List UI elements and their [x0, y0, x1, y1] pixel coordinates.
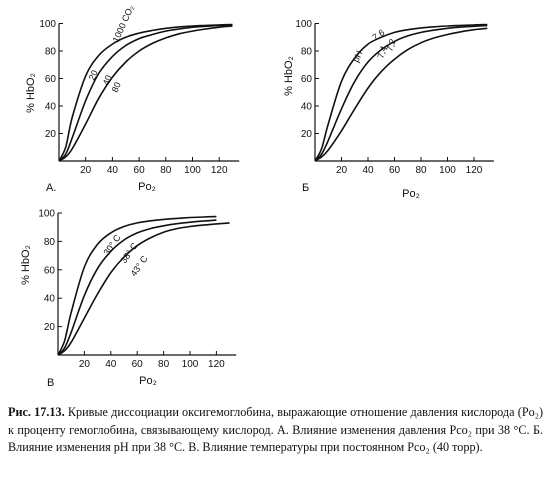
x-tick-label: 80 [415, 165, 427, 176]
y-tick-label: 80 [45, 47, 57, 58]
y-axis-title: % HbO₂ [283, 56, 295, 96]
x-tick-label: 40 [362, 165, 374, 176]
dissociation-curve [58, 25, 233, 162]
dissociation-curve [58, 23, 233, 162]
x-tick-label: 20 [80, 165, 92, 176]
dissociation-curve [314, 27, 488, 162]
panel-label: А. [46, 182, 56, 194]
y-tick-label: 20 [44, 322, 56, 333]
x-tick-label: 60 [389, 165, 401, 176]
dissociation-curve [57, 215, 217, 356]
y-tick-label: 40 [45, 102, 57, 113]
curve-label: 80 [110, 81, 123, 94]
caption-text: Кривые диссоциации оксигемоглобина, выра… [8, 405, 543, 454]
x-tick-label: 40 [107, 165, 119, 176]
curve-label: 7,2 [384, 38, 397, 53]
x-tick-label: 120 [211, 165, 228, 176]
dissociation-curve [58, 24, 233, 162]
figure-caption: Рис. 17.13. Кривые диссоциации оксигемог… [8, 404, 543, 457]
dissociation-curve [314, 23, 488, 162]
x-tick-label: 100 [182, 359, 199, 370]
curve-label: pH [351, 49, 365, 64]
x-tick-label: 60 [132, 359, 144, 370]
y-tick-label: 100 [38, 209, 55, 220]
y-tick-label: 60 [45, 74, 57, 85]
y-axis-title: % HbO₂ [20, 245, 32, 285]
y-tick-label: 100 [39, 19, 56, 30]
x-tick-label: 120 [208, 359, 225, 370]
dissociation-curve [57, 219, 217, 356]
curve-label: 30° C [101, 232, 122, 257]
y-tick-label: 40 [44, 294, 56, 305]
curve-label: 20 [87, 69, 100, 82]
x-tick-label: 20 [79, 359, 91, 370]
y-tick-label: 40 [301, 102, 313, 113]
x-axis-title: Po₂ [138, 181, 156, 193]
curve-label: 7,4 [375, 45, 388, 60]
x-tick-label: 60 [134, 165, 146, 176]
dissociation-curve [57, 222, 230, 356]
panel-v-chart: 20 40 60 80 100 20 40 60 80 100 120 Po₂ % HbO₂ В 30° C… [20, 209, 237, 389]
dissociation-curve [314, 24, 488, 162]
y-tick-label: 80 [301, 47, 313, 58]
x-tick-label: 40 [105, 359, 117, 370]
y-tick-label: 20 [301, 129, 313, 140]
x-axis-title: Po₂ [402, 188, 420, 200]
y-tick-label: 60 [301, 74, 313, 85]
panel-label: В [47, 377, 54, 389]
y-tick-label: 20 [45, 129, 57, 140]
x-tick-label: 80 [158, 359, 170, 370]
x-axis-title: Po₂ [139, 375, 157, 387]
panel-label: Б [302, 182, 309, 194]
x-tick-label: 20 [336, 165, 348, 176]
y-tick-label: 80 [44, 237, 56, 248]
y-tick-label: 100 [295, 19, 312, 30]
y-axis-title: % HbO₂ [25, 73, 37, 113]
x-tick-label: 120 [466, 165, 483, 176]
figure-number: Рис. 17.13. [8, 405, 65, 419]
x-tick-label: 80 [160, 165, 172, 176]
x-tick-label: 100 [184, 165, 201, 176]
x-tick-label: 100 [439, 165, 456, 176]
curve-label: 40 [101, 74, 114, 87]
y-tick-label: 60 [44, 265, 56, 276]
